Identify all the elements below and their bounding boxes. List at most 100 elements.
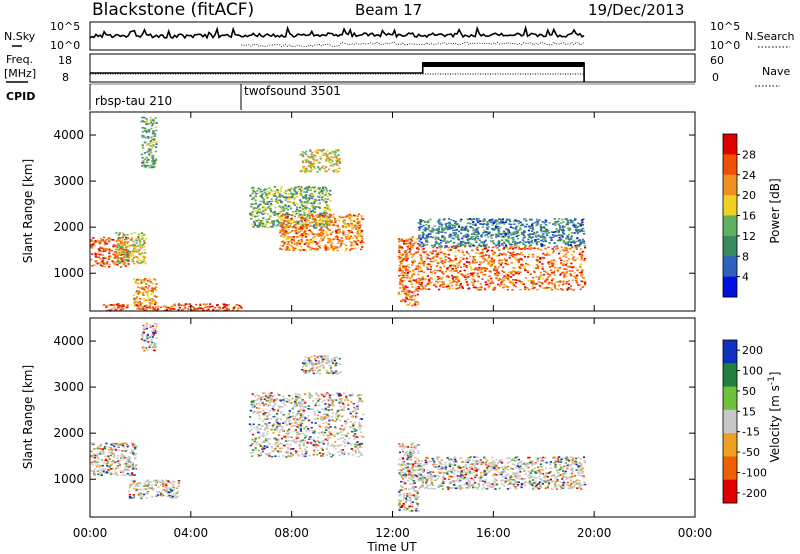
echo-cell [131, 474, 134, 476]
echo-cell [309, 189, 312, 192]
echo-cell [414, 268, 417, 270]
echo-cell [450, 234, 453, 237]
echo-cell [315, 443, 318, 446]
echo-cell [539, 271, 542, 274]
echo-cell [544, 221, 547, 223]
echo-cell [155, 296, 158, 298]
echo-cell [124, 467, 127, 469]
echo-cell [514, 271, 517, 273]
echo-cell [99, 471, 102, 474]
echo-cell [332, 170, 335, 172]
echo-cell [316, 223, 319, 226]
echo-cell [170, 482, 173, 484]
echo-cell [136, 262, 139, 264]
echo-cell [488, 275, 491, 277]
echo-cell [417, 268, 420, 271]
echo-cell [128, 495, 131, 498]
echo-cell [502, 248, 505, 250]
echo-cell [357, 224, 360, 227]
echo-cell [104, 468, 107, 470]
echo-cell [320, 234, 323, 237]
echo-cell [133, 302, 136, 304]
echo-cell [518, 242, 521, 244]
echo-cell [153, 307, 156, 309]
echo-cell [95, 455, 99, 458]
echo-cell [556, 269, 559, 272]
echo-cell [295, 232, 298, 235]
echo-cell [262, 224, 265, 227]
echo-cell [98, 256, 101, 259]
echo-cell [471, 278, 474, 280]
echo-cell [340, 424, 344, 427]
echo-cell [152, 278, 156, 280]
echo-cell [469, 255, 472, 258]
echo-cell [492, 259, 495, 262]
echo-cell [285, 198, 288, 201]
echo-cell [332, 213, 335, 216]
colorbar-swatch [723, 215, 737, 237]
echo-cell [492, 282, 495, 284]
echo-cell [346, 418, 349, 421]
echo-cell [165, 484, 168, 487]
echo-cell [154, 117, 157, 119]
echo-cell [448, 227, 451, 229]
echo-cell [457, 226, 461, 228]
echo-cell [111, 467, 114, 470]
echo-cell [350, 244, 353, 247]
echo-cell [310, 197, 314, 199]
echo-cell [561, 218, 564, 221]
echo-cell [469, 226, 472, 228]
echo-cell [111, 238, 114, 241]
echo-cell [155, 129, 158, 132]
echo-cell [141, 157, 144, 159]
echo-cell [282, 206, 285, 209]
echo-cell [115, 443, 118, 445]
echo-cell [301, 218, 304, 220]
echo-cell [478, 252, 481, 255]
echo-cell [406, 290, 409, 293]
echo-cell [503, 271, 506, 273]
echo-cell [135, 445, 138, 448]
echo-cell [124, 242, 128, 245]
echo-cell [565, 256, 568, 258]
echo-cell [450, 246, 454, 248]
echo-cell [541, 277, 544, 280]
echo-cell [314, 156, 317, 158]
echo-cell [560, 262, 563, 264]
echo-cell [302, 165, 305, 168]
echo-cell [306, 207, 309, 209]
echo-cell [316, 149, 319, 151]
echo-cell [288, 225, 291, 227]
echo-cell [112, 262, 115, 264]
echo-cell [100, 474, 103, 476]
echo-cell [579, 248, 583, 250]
echo-cell [154, 494, 157, 497]
echo-cell [431, 257, 434, 259]
echo-cell [316, 152, 319, 154]
echo-cell [126, 469, 129, 471]
echo-cell [406, 239, 409, 242]
echo-cell [450, 281, 453, 284]
echo-cell [497, 266, 500, 268]
echo-cell [334, 151, 337, 153]
echo-cell [428, 232, 431, 235]
echo-cell [514, 273, 517, 275]
echo-cell [148, 155, 151, 157]
echo-cell [145, 144, 148, 146]
echo-cell [316, 414, 320, 417]
echo-cell [563, 249, 566, 252]
power-data-layer [90, 116, 587, 312]
echo-cell [257, 214, 260, 217]
echo-cell [91, 253, 94, 255]
echo-cell [475, 268, 478, 270]
echo-cell [153, 329, 156, 332]
echo-cell [285, 190, 288, 192]
echo-cell [178, 481, 181, 483]
echo-cell [118, 253, 121, 256]
echo-cell [514, 228, 517, 230]
echo-cell [442, 240, 445, 242]
echo-cell [333, 224, 336, 226]
echo-cell [475, 235, 478, 237]
echo-cell [111, 249, 114, 252]
echo-cell [153, 299, 156, 302]
